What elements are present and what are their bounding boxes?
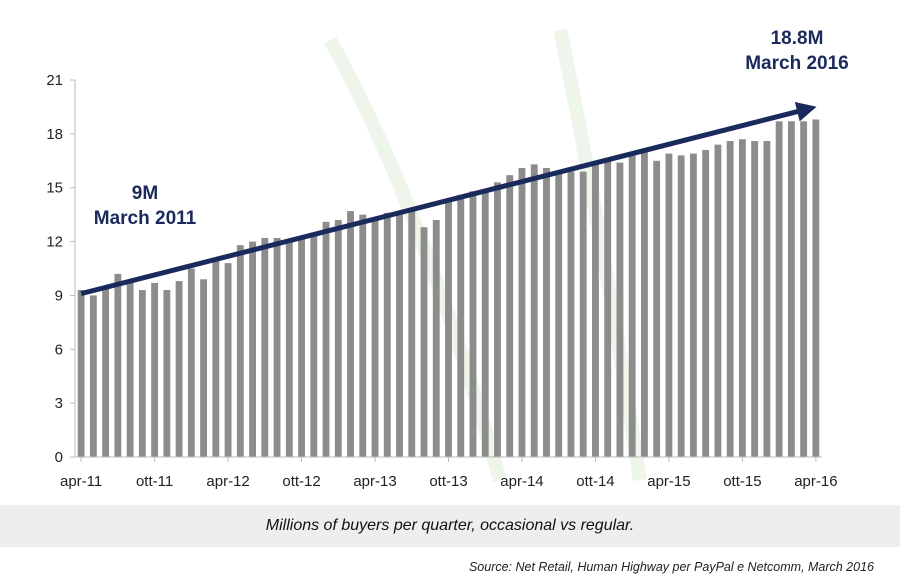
bar	[543, 167, 550, 457]
y-axis: 0 3 6 9 12 15 18 21	[46, 72, 76, 466]
bar	[371, 218, 379, 457]
bar	[579, 171, 587, 458]
bar	[665, 153, 673, 457]
bar-series	[77, 119, 820, 458]
bar	[775, 121, 783, 458]
bar	[334, 220, 342, 457]
bar	[187, 268, 195, 457]
x-tick-label: ott-11	[136, 473, 173, 490]
x-tick-label: apr-12	[206, 473, 249, 490]
bar	[628, 153, 636, 457]
bar	[298, 237, 305, 457]
bar	[457, 194, 465, 457]
bar	[273, 237, 281, 457]
bar	[102, 288, 110, 457]
bar	[677, 155, 685, 457]
bar	[726, 141, 734, 458]
source-note: Source: Net Retail, Human Highway per Pa…	[468, 560, 874, 574]
bar	[653, 160, 661, 458]
bar	[751, 141, 759, 458]
x-tick-label: apr-13	[353, 473, 396, 490]
annotation-start-value: 9M	[132, 183, 158, 204]
x-tick-label: ott-15	[723, 473, 761, 490]
x-axis: apr-11 ott-11 apr-12 ott-12 apr-13 ott-13 apr-…	[60, 456, 838, 490]
x-tick-label: apr-14	[500, 473, 543, 490]
y-tick-label: 12	[46, 234, 63, 251]
bar	[445, 200, 452, 457]
bar	[469, 191, 477, 458]
bar	[347, 211, 354, 457]
bar	[763, 141, 771, 458]
bar	[800, 121, 808, 458]
bar	[604, 160, 612, 458]
bar	[641, 151, 648, 458]
bar	[200, 279, 208, 457]
bar	[236, 245, 244, 457]
bar	[506, 175, 514, 457]
trend-arrow	[80, 101, 817, 297]
annotation-end-value: 18.8M	[771, 28, 824, 49]
y-tick-label: 18	[46, 126, 63, 143]
bar	[249, 241, 256, 457]
y-tick-label: 6	[55, 341, 63, 358]
bar	[432, 220, 440, 457]
bar	[383, 212, 391, 457]
bar	[285, 239, 293, 457]
bar	[812, 119, 820, 457]
bar	[481, 189, 489, 457]
bar	[359, 214, 367, 457]
bar	[396, 212, 403, 457]
bar	[689, 153, 697, 457]
bar	[261, 237, 269, 457]
bar	[310, 232, 318, 457]
bar	[592, 164, 599, 457]
x-tick-label: ott-14	[576, 473, 614, 490]
bar	[714, 144, 722, 457]
bar	[224, 263, 232, 457]
bar	[408, 209, 416, 457]
bar	[175, 281, 183, 457]
bar	[616, 162, 624, 458]
y-tick-label: 21	[46, 72, 63, 89]
caption-band: Millions of buyers per quarter, occasion…	[0, 505, 900, 547]
bar	[555, 173, 563, 457]
bar	[420, 227, 428, 457]
bar	[702, 150, 710, 457]
y-tick-label: 9	[55, 287, 63, 304]
y-tick-label: 3	[55, 395, 63, 412]
chart-caption: Millions of buyers per quarter, occasion…	[265, 517, 635, 534]
annotation-end-date: March 2016	[745, 53, 849, 74]
bar	[138, 290, 146, 457]
bar	[163, 290, 171, 457]
bar	[114, 273, 122, 457]
x-tick-label: apr-15	[647, 473, 690, 490]
annotation-start-date: March 2011	[94, 208, 197, 229]
bar	[322, 221, 330, 457]
bar	[530, 164, 538, 457]
bar	[126, 282, 134, 457]
x-tick-label: ott-12	[282, 473, 320, 490]
bar	[77, 290, 85, 457]
x-tick-label: apr-16	[794, 473, 837, 490]
bar	[494, 182, 501, 458]
y-tick-label: 15	[46, 180, 63, 197]
bar	[518, 167, 526, 457]
bar	[212, 259, 220, 457]
bar	[151, 282, 159, 457]
bar	[738, 139, 746, 457]
bar	[89, 295, 97, 457]
y-tick-label: 0	[55, 449, 63, 466]
bar	[787, 121, 795, 458]
x-tick-label: ott-13	[429, 473, 467, 490]
x-tick-label: apr-11	[60, 473, 102, 490]
bar	[567, 171, 575, 458]
